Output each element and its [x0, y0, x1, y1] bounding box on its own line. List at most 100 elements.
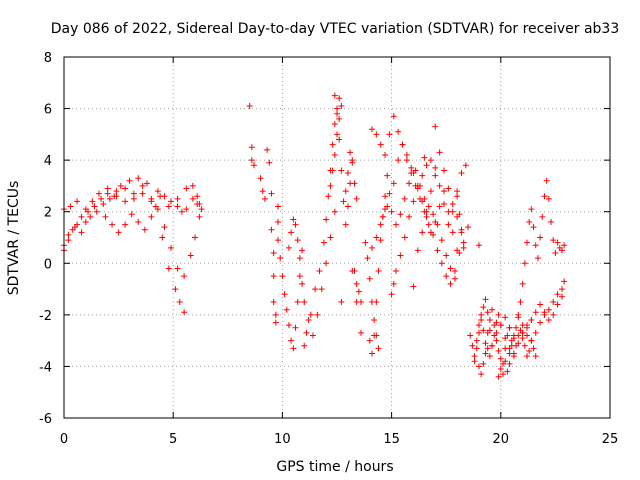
data-point	[521, 342, 528, 349]
data-point	[161, 224, 168, 231]
data-point	[82, 219, 89, 226]
data-point	[353, 195, 360, 202]
data-point	[327, 234, 334, 241]
y-tick-label: -2	[39, 309, 52, 324]
data-point	[432, 123, 439, 130]
series-segment	[436, 149, 467, 251]
data-point	[430, 211, 437, 218]
data-point	[272, 319, 279, 326]
data-point	[524, 353, 531, 360]
data-point	[495, 347, 502, 354]
data-point	[283, 306, 290, 313]
chart-title: Day 086 of 2022, Sidereal Day-to-day VTE…	[51, 21, 620, 37]
data-point	[331, 121, 338, 128]
data-point	[395, 128, 402, 135]
data-point	[375, 345, 382, 352]
data-point	[541, 193, 548, 200]
data-point	[261, 195, 268, 202]
data-point	[327, 182, 334, 189]
axis-ticks: 0 5 10 15 20 25 -6 -4 -2 0 2 4 6 8	[39, 51, 618, 447]
data-point	[294, 237, 301, 244]
data-point	[475, 322, 482, 329]
data-point	[122, 198, 129, 205]
series-segment	[414, 162, 469, 254]
data-point	[331, 208, 338, 215]
data-point	[554, 291, 561, 298]
data-point	[342, 188, 349, 195]
data-point	[78, 229, 85, 236]
data-point	[181, 273, 188, 280]
data-point	[373, 298, 380, 305]
data-point	[465, 224, 472, 231]
data-point	[65, 231, 72, 238]
data-point	[454, 193, 461, 200]
data-point	[100, 200, 107, 207]
data-point	[478, 317, 485, 324]
data-point	[558, 247, 565, 254]
data-point	[408, 164, 415, 171]
data-point	[486, 353, 493, 360]
data-point	[432, 164, 439, 171]
data-point	[270, 249, 277, 256]
data-point	[432, 219, 439, 226]
data-point	[410, 170, 417, 177]
data-point	[554, 239, 561, 246]
series-segment	[285, 216, 303, 262]
data-point	[161, 193, 168, 200]
data-point	[128, 211, 135, 218]
data-point	[515, 340, 522, 347]
y-tick-label: -6	[39, 412, 52, 427]
data-point	[406, 213, 413, 220]
data-point	[434, 247, 441, 254]
data-point	[371, 317, 378, 324]
data-point	[423, 208, 430, 215]
data-point	[126, 177, 133, 184]
data-point	[388, 291, 395, 298]
data-point	[438, 260, 445, 267]
data-point	[552, 249, 559, 256]
data-point	[323, 260, 330, 267]
data-point	[460, 239, 467, 246]
y-tick-label: 6	[44, 103, 52, 118]
data-point	[135, 175, 142, 182]
data-point	[181, 309, 188, 316]
data-point	[135, 219, 142, 226]
data-point	[517, 298, 524, 305]
data-point	[403, 151, 410, 158]
data-point	[419, 172, 426, 179]
data-point	[296, 273, 303, 280]
data-point	[471, 358, 478, 365]
data-point	[371, 332, 378, 339]
data-point	[454, 188, 461, 195]
data-point	[447, 265, 454, 272]
data-point	[541, 309, 548, 316]
data-point	[401, 195, 408, 202]
x-tick-label: 5	[169, 432, 177, 447]
data-point	[109, 221, 116, 228]
data-point	[268, 190, 275, 197]
data-point	[168, 244, 175, 251]
data-point	[441, 167, 448, 174]
data-point	[189, 195, 196, 202]
data-point	[484, 309, 491, 316]
data-point	[482, 340, 489, 347]
data-point	[401, 234, 408, 241]
data-point	[467, 332, 474, 339]
series-segment	[331, 92, 356, 228]
data-point	[441, 188, 448, 195]
data-point	[478, 371, 485, 378]
data-point	[427, 157, 434, 164]
data-point	[495, 373, 502, 380]
data-point	[471, 353, 478, 360]
data-point	[342, 221, 349, 228]
data-point	[432, 172, 439, 179]
data-point	[489, 306, 496, 313]
data-point	[475, 242, 482, 249]
data-point	[493, 329, 500, 336]
data-point	[172, 286, 179, 293]
data-point	[436, 149, 443, 156]
data-point	[482, 296, 489, 303]
data-point	[550, 237, 557, 244]
data-point	[510, 335, 517, 342]
data-point	[314, 311, 321, 318]
